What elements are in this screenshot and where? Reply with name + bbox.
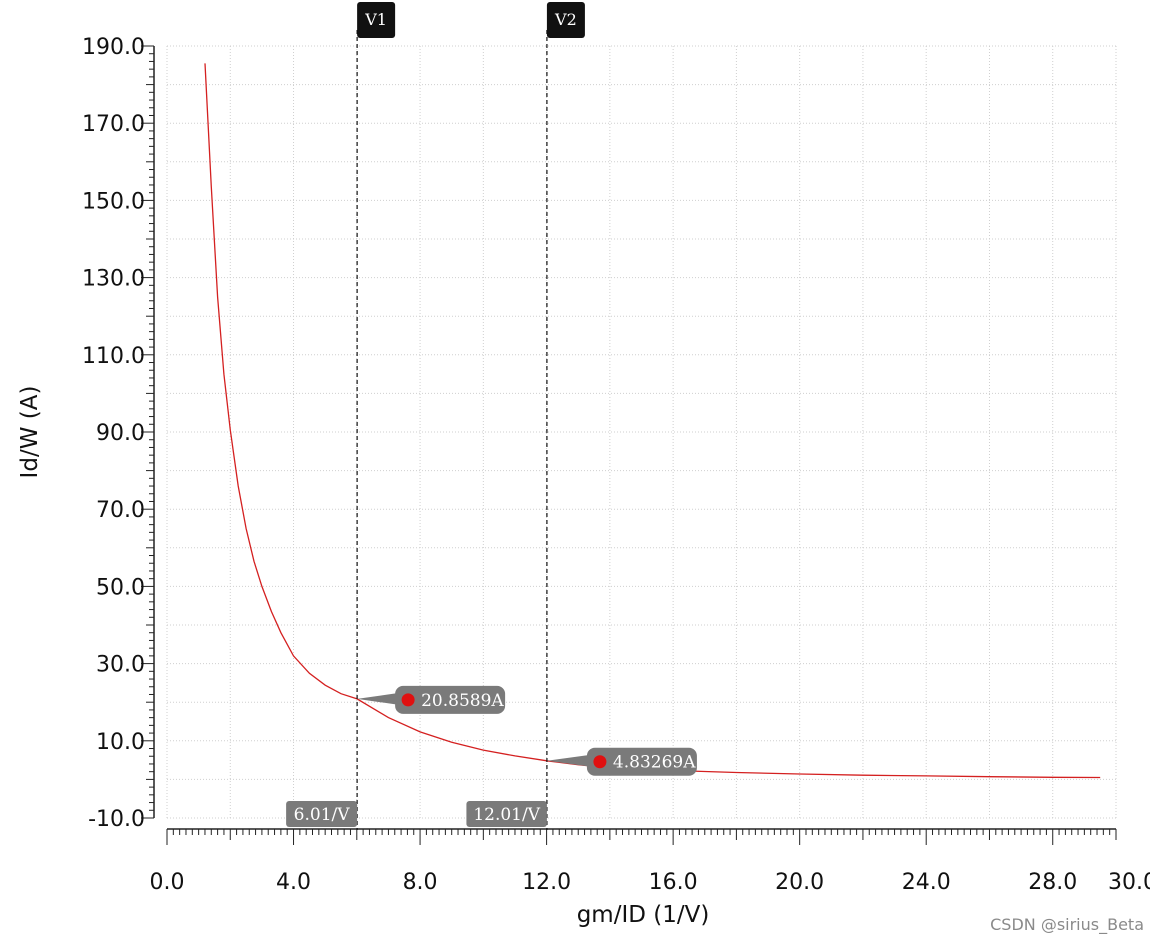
- series-line: [204, 63, 1101, 779]
- cursor-point: [401, 693, 415, 707]
- y-tick-label: 190.0: [82, 35, 145, 60]
- y-axis: -10.0 10.0 30.0 50.0 70.0 90.0 110.0 130.0 150.0…: [82, 35, 155, 832]
- x-tick-label: 24.0: [902, 870, 951, 895]
- x-axis-title: gm/ID (1/V): [577, 902, 710, 928]
- y-tick-label: 150.0: [82, 189, 145, 214]
- cursor-callout: [586, 747, 697, 776]
- y-tick-label: 70.0: [96, 498, 145, 523]
- cursor-x-tag: [466, 801, 547, 827]
- x-tick-label: 12.0: [522, 870, 571, 895]
- cursor-x-tag-label: 6.01/V: [294, 805, 351, 825]
- x-tick-label: 28.0: [1028, 870, 1077, 895]
- cursor-y-label: 4.83269A: [613, 753, 696, 773]
- y-tick-label: 90.0: [96, 421, 145, 446]
- cursor-callout-pointer: [357, 692, 400, 705]
- cursor-point: [593, 755, 607, 769]
- cursor-flag: [357, 2, 396, 38]
- cursor-callout-pointer: [546, 754, 591, 767]
- cursor-callout: [395, 685, 506, 714]
- y-tick-label: 50.0: [96, 575, 145, 600]
- x-tick-label: 16.0: [649, 870, 698, 895]
- y-tick-label: 110.0: [82, 344, 145, 369]
- grid: [166, 45, 1117, 819]
- y-tick-label: -10.0: [88, 807, 145, 832]
- cursor-y-label: 20.8589A: [421, 691, 504, 711]
- x-tick-label: 0.0: [150, 870, 185, 895]
- cursor-x-tag: [286, 801, 358, 827]
- y-axis-title: Id/W (A): [17, 386, 43, 479]
- y-tick-label: 130.0: [82, 267, 145, 292]
- x-tick-label: 20.0: [775, 870, 824, 895]
- cursor-flag-label: V1: [364, 10, 387, 29]
- y-tick-label: 30.0: [96, 653, 145, 678]
- x-axis: 0.0 4.0 8.0 12.0 16.0 20.0 24.0 28.0 30.0: [150, 828, 1150, 895]
- y-tick-label: 170.0: [82, 112, 145, 137]
- cursor-flag-label: V2: [554, 10, 577, 29]
- x-tick-label: 30.0: [1108, 870, 1150, 895]
- cursor-x-tag-label: 12.01/V: [473, 805, 540, 825]
- series-layer: [204, 63, 1101, 779]
- y-tick-label: 10.0: [96, 730, 145, 755]
- cursor-flag: [546, 2, 585, 38]
- cursor-layer[interactable]: V1 6.01/V 20.8589A V2 12.01/V 4.83269A: [286, 2, 697, 830]
- x-tick-label: 4.0: [276, 870, 311, 895]
- x-tick-label: 8.0: [403, 870, 438, 895]
- watermark: CSDN @sirius_Beta: [990, 915, 1144, 934]
